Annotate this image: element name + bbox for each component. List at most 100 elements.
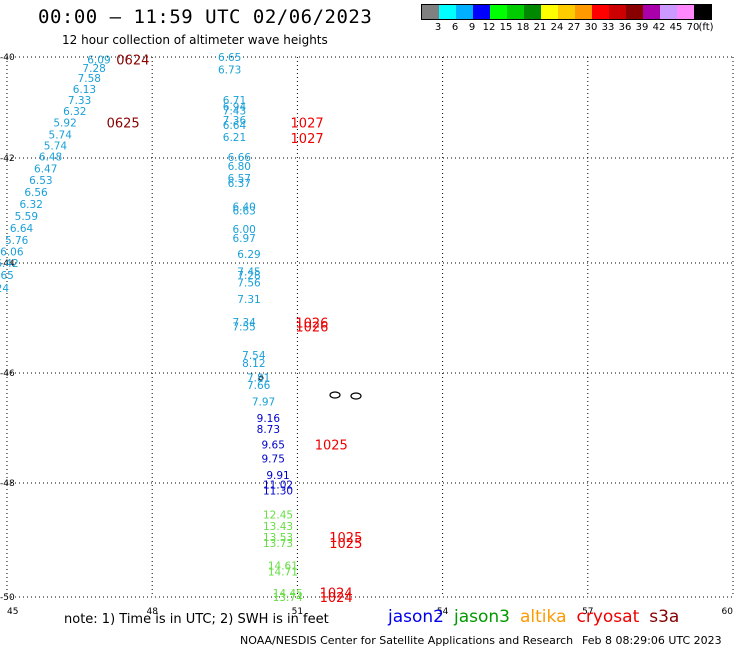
wave-height-value: 6.66 — [228, 152, 252, 164]
legend-label: 12 — [482, 22, 496, 33]
legend-label: 6 — [451, 22, 459, 33]
wave-height-value: 14.71 — [268, 566, 298, 578]
wave-height-value: 13.74 — [273, 592, 303, 604]
legend-label: 30 — [584, 22, 598, 33]
y-tick-label: -48 — [0, 479, 15, 489]
wave-height-value: 9.65 — [262, 440, 285, 452]
wave-height-value: 14.61 — [268, 561, 298, 573]
legend-swatch — [422, 5, 439, 19]
wave-height-value: 5.59 — [15, 211, 38, 223]
legend-swatch — [694, 5, 711, 19]
pass-time-label: 0625 — [107, 117, 140, 132]
wave-height-value: 7.56 — [237, 277, 261, 289]
wave-height-value: 7.81 — [247, 372, 270, 384]
footer-note: note: 1) Time is in UTC; 2) SWH is in fe… — [64, 612, 329, 627]
legend-swatch — [575, 5, 592, 19]
legend-swatch — [643, 5, 660, 19]
pass-time-label: 1027 — [291, 117, 324, 132]
x-tick-label: 51 — [292, 607, 303, 617]
wave-height-value: 6.57 — [228, 173, 251, 185]
legend-label: 24 — [550, 22, 564, 33]
pass-time-label: 0624 — [116, 54, 149, 69]
pass-time-label: 1024 — [320, 591, 353, 606]
wave-height-value: 6.80 — [228, 161, 251, 173]
x-tick-label: 57 — [582, 607, 593, 617]
y-tick-label: -46 — [0, 369, 15, 379]
page-title: 00:00 – 11:59 UTC 02/06/2023 — [38, 6, 373, 28]
wave-height-value: 6.71 — [223, 95, 246, 107]
legend-label: 39 — [635, 22, 649, 33]
wave-height-value: 6.40 — [232, 201, 255, 213]
legend-swatch — [541, 5, 558, 19]
mission-label-jason2: jason2 — [388, 607, 444, 627]
legend-label: 21 — [533, 22, 547, 33]
wave-height-value: 6.53 — [29, 175, 52, 187]
pass-time-label: 1025 — [315, 439, 348, 454]
wave-height-value: 13.53 — [263, 532, 293, 544]
wave-height-value: 7.33 — [68, 95, 91, 107]
legend-label: 42 — [652, 22, 666, 33]
wave-height-value: 8.73 — [257, 424, 280, 436]
wave-height-value: 7.28 — [82, 63, 105, 75]
legend-swatch — [626, 5, 643, 19]
legend-swatch — [456, 5, 473, 19]
y-tick-label: -42 — [0, 154, 15, 164]
y-tick-label: -44 — [0, 259, 15, 269]
wave-height-value: 5.76 — [5, 235, 29, 247]
x-tick-label: 48 — [146, 607, 158, 617]
wave-height-value: 6.65 — [218, 52, 241, 64]
wave-height-value: 7.31 — [237, 294, 260, 306]
wave-height-value: 6.37 — [228, 178, 251, 190]
mission-label-altika: altika — [520, 607, 567, 627]
wave-height-value: 7.54 — [242, 350, 266, 362]
legend-label: 3 — [434, 22, 442, 33]
legend-label: 27 — [567, 22, 581, 33]
wave-height-value: 6.97 — [232, 233, 255, 245]
wave-height-value: 6.21 — [223, 132, 246, 144]
wave-height-value: 6.56 — [24, 187, 48, 199]
wave-height-value: 7.55 — [232, 321, 255, 333]
wave-height-value: 6.64 — [223, 120, 247, 132]
wave-height-value: 13.73 — [263, 538, 293, 550]
wave-height-value: 5.74 — [49, 129, 73, 141]
mission-label-s3a: s3a — [649, 607, 680, 627]
legend-label: 33 — [601, 22, 615, 33]
wave-height-value: 7.34 — [232, 317, 256, 329]
x-tick-label: 45 — [7, 607, 18, 617]
pass-time-label: 1027 — [291, 132, 324, 147]
pass-time-label: 1025 — [329, 531, 362, 546]
mission-legend: jason2 jason3 altika cryosat s3a — [388, 607, 689, 627]
wave-height-value: 5.92 — [53, 118, 76, 130]
wave-height-value: 6.48 — [39, 151, 62, 163]
credit-line: NOAA/NESDIS Center for Satellite Applica… — [240, 634, 574, 647]
wave-height-value: 7.58 — [78, 73, 101, 85]
legend-swatch — [507, 5, 524, 19]
wave-height-value: 6.63 — [232, 206, 255, 218]
legend-swatch — [660, 5, 677, 19]
credit-timestamp: Feb 8 08:29:06 UTC 2023 — [582, 634, 722, 647]
color-legend: 3 6 9 12 15 18 21 24 27 30 33 36 39 42 45 70 (ft) — [421, 4, 714, 34]
pass-time-label: 1025 — [329, 537, 362, 552]
wave-height-value: 7.65 — [0, 270, 14, 282]
color-legend-swatches — [421, 4, 712, 20]
wave-height-value: 6.47 — [34, 164, 57, 176]
x-tick-label: 54 — [437, 607, 449, 617]
wave-height-value: 7.97 — [252, 397, 275, 409]
pass-time-label: 1026 — [295, 316, 328, 331]
wave-height-value: 6.94 — [223, 101, 247, 113]
wave-height-value: 9.75 — [262, 453, 285, 465]
wave-height-value: 6.42 — [0, 258, 19, 270]
legend-label: 15 — [499, 22, 513, 33]
legend-swatch — [524, 5, 541, 19]
legend-swatch — [473, 5, 490, 19]
legend-swatch — [490, 5, 507, 19]
wave-height-value: 6.32 — [63, 106, 86, 118]
wave-height-value: 6.13 — [73, 84, 96, 96]
y-tick-label: -40 — [0, 53, 15, 63]
legend-swatch — [677, 5, 694, 19]
wave-height-points: 6.097.287.586.137.336.325.925.745.746.48… — [0, 52, 303, 604]
wave-height-value: 7.45 — [237, 266, 260, 278]
wave-height-value: 12.45 — [263, 509, 293, 521]
